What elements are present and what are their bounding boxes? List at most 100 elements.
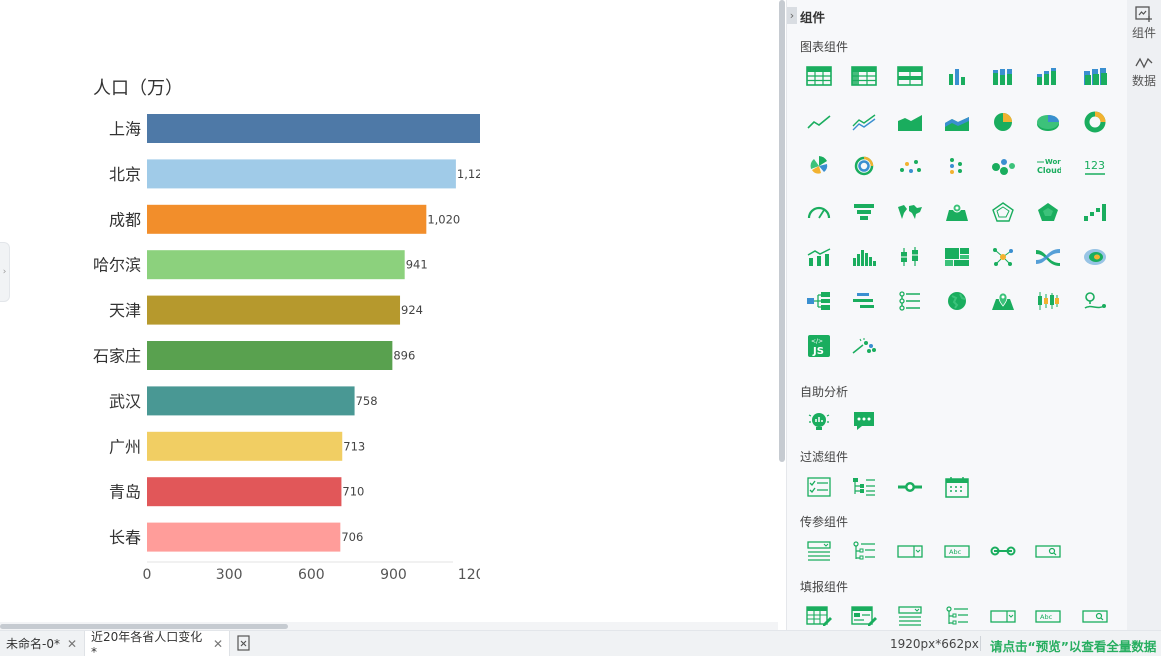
category-label-8: 青岛	[109, 483, 141, 502]
divider	[980, 636, 981, 651]
report-canvas[interactable]: › 人口（万） 上海1,327北京1,128成都1,020哈尔滨941天津924…	[0, 0, 778, 622]
edit-form-graphic	[851, 606, 877, 626]
close-icon[interactable]: ✕	[66, 636, 78, 651]
edit-table-icon[interactable]	[804, 601, 834, 630]
edit-form-icon[interactable]	[849, 601, 879, 630]
radar-icon[interactable]	[988, 197, 1018, 227]
route-map-icon[interactable]	[1080, 286, 1110, 316]
tab-data[interactable]: 数据	[1127, 56, 1161, 89]
document-tab-2-label: 近20年各省人口变化*	[91, 630, 203, 659]
line-chart-icon[interactable]	[804, 107, 834, 137]
stacked-bar-graphic	[993, 69, 1012, 85]
boxplot-icon[interactable]	[895, 242, 925, 272]
checklist-filter-icon[interactable]	[804, 472, 834, 502]
gauge-icon[interactable]	[804, 197, 834, 227]
radar-graphic	[992, 202, 1014, 222]
date-picker-icon[interactable]	[942, 472, 972, 502]
chat-analysis-icon[interactable]	[849, 406, 879, 436]
scatter-icon[interactable]	[895, 151, 925, 181]
rose-chart-icon[interactable]	[804, 151, 834, 181]
step-bar-graphic	[1084, 204, 1106, 221]
magic-chart-icon[interactable]	[849, 331, 879, 361]
fill-dropdown-graphic	[990, 610, 1016, 623]
heatmap-icon[interactable]	[1080, 242, 1110, 272]
bar-chart-graphic	[949, 69, 965, 85]
bar-3d-icon[interactable]	[1080, 61, 1110, 91]
close-icon[interactable]: ✕	[212, 636, 223, 651]
vertical-scrollbar[interactable]	[779, 0, 785, 462]
new-report-icon[interactable]	[236, 635, 252, 651]
magic-chart-graphic	[852, 338, 876, 354]
network-graph-icon[interactable]	[988, 242, 1018, 272]
left-panel-toggle[interactable]: ›	[0, 242, 10, 302]
sankey-icon[interactable]	[1033, 242, 1063, 272]
map-pin-icon[interactable]	[942, 197, 972, 227]
combo-chart-icon[interactable]	[804, 242, 834, 272]
step-bar-icon[interactable]	[1080, 197, 1110, 227]
treemap-icon[interactable]	[942, 242, 972, 272]
bubble-chart-graphic	[992, 159, 1015, 175]
range-slider-icon[interactable]	[895, 472, 925, 502]
grouped-table-icon[interactable]	[895, 61, 925, 91]
category-label-4: 天津	[109, 301, 141, 320]
location-map-icon[interactable]	[988, 286, 1018, 316]
percent-bar-icon[interactable]	[1033, 61, 1063, 91]
section-self-analysis: 自助分析	[800, 385, 849, 399]
horizontal-scrollbar[interactable]	[0, 624, 288, 629]
js-chart-icon[interactable]: </> JS	[804, 331, 834, 361]
ring-progress-icon[interactable]	[849, 151, 879, 181]
tree-param-icon[interactable]	[849, 536, 879, 566]
bar-chart-icon[interactable]	[942, 61, 972, 91]
document-tab-1[interactable]: 未命名-0* ✕	[0, 631, 84, 656]
range-slider-graphic	[898, 482, 922, 492]
value-label-5: 896	[393, 349, 415, 363]
list-tree-icon[interactable]	[895, 286, 925, 316]
tree-filter-icon[interactable]	[849, 472, 879, 502]
histogram-icon[interactable]	[849, 242, 879, 272]
word-cloud-icon[interactable]: WordCloud	[1033, 151, 1063, 181]
multi-line-icon[interactable]	[849, 107, 879, 137]
radar-filled-icon[interactable]	[1033, 197, 1063, 227]
pie-chart-icon[interactable]	[988, 107, 1018, 137]
dot-plot-icon[interactable]	[942, 151, 972, 181]
search-param-icon[interactable]	[1033, 536, 1063, 566]
tree-diagram-icon[interactable]	[804, 286, 834, 316]
insight-bulb-icon[interactable]	[804, 406, 834, 436]
fill-tree-icon[interactable]	[942, 601, 972, 630]
percent-bar-graphic	[1037, 68, 1056, 85]
stacked-bar-icon[interactable]	[988, 61, 1018, 91]
area-chart-icon[interactable]	[895, 107, 925, 137]
grouped-table-graphic	[897, 66, 923, 86]
funnel-icon[interactable]	[849, 197, 879, 227]
donut-chart-icon[interactable]	[1080, 107, 1110, 137]
tab-data-label: 数据	[1131, 74, 1156, 88]
funnel-graphic	[854, 204, 874, 220]
fill-search-icon[interactable]	[1080, 601, 1110, 630]
number-card-icon[interactable]: 123	[1080, 151, 1110, 181]
bar-chart[interactable]: 上海1,327北京1,128成都1,020哈尔滨941天津924石家庄896武汉…	[80, 105, 480, 595]
table-icon[interactable]	[804, 61, 834, 91]
fill-dropdown-icon[interactable]	[988, 601, 1018, 630]
fill-search-graphic	[1082, 610, 1108, 623]
list-param-icon[interactable]	[804, 536, 834, 566]
text-param-icon[interactable]: Abc	[942, 536, 972, 566]
gantt-icon[interactable]	[849, 286, 879, 316]
document-tab-2[interactable]: 近20年各省人口变化* ✕	[84, 630, 230, 659]
cross-table-icon[interactable]	[849, 61, 879, 91]
tree-filter-graphic	[853, 478, 875, 496]
dropdown-param-icon[interactable]	[895, 536, 925, 566]
slider-param-icon[interactable]	[988, 536, 1018, 566]
panel-collapse-button[interactable]: ›	[787, 7, 797, 24]
stacked-area-icon[interactable]	[942, 107, 972, 137]
globe-icon[interactable]	[942, 286, 972, 316]
tab-components[interactable]: 组件	[1127, 6, 1161, 41]
candlestick-icon[interactable]	[1033, 286, 1063, 316]
bubble-chart-icon[interactable]	[988, 151, 1018, 181]
dot-plot-graphic	[950, 158, 962, 174]
svg-text:123: 123	[1084, 159, 1105, 172]
fill-text-icon[interactable]: Abc	[1033, 601, 1063, 630]
fill-list-icon[interactable]	[895, 601, 925, 630]
pie-3d-icon[interactable]	[1033, 107, 1063, 137]
world-map-icon[interactable]	[895, 197, 925, 227]
list-tree-graphic	[899, 291, 920, 311]
